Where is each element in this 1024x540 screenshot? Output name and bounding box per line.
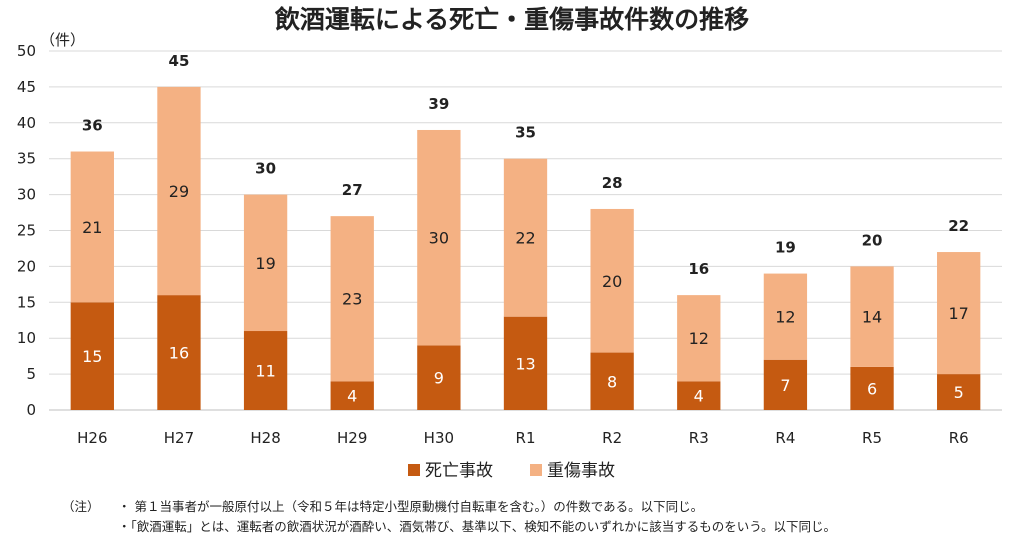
data-label-total: 19 <box>775 239 796 257</box>
bar-segment-serious <box>677 295 721 382</box>
y-tick-label: 30 <box>17 186 36 204</box>
bar-segment-serious <box>763 273 808 360</box>
x-tick-label: H28 <box>250 429 280 447</box>
y-tick-label: 45 <box>17 78 36 96</box>
data-label-total: 30 <box>255 160 276 178</box>
data-label-fatal: 11 <box>255 362 275 381</box>
data-label-fatal: 13 <box>515 354 535 373</box>
bar-segment-fatal <box>677 381 721 410</box>
data-label-fatal: 4 <box>347 387 357 406</box>
data-label-fatal: 5 <box>954 383 964 402</box>
bar-segment-fatal <box>417 345 461 410</box>
data-label-serious: 20 <box>602 272 622 291</box>
data-label-serious: 21 <box>82 218 102 237</box>
y-tick-label: 40 <box>17 114 36 132</box>
bar-segment-serious <box>243 194 288 332</box>
data-label-fatal: 4 <box>694 387 704 406</box>
x-tick-label: R1 <box>516 429 536 447</box>
bar-segment-fatal <box>157 295 201 410</box>
y-tick-label: 50 <box>17 42 36 60</box>
data-label-serious: 12 <box>689 329 709 348</box>
bar-segment-fatal <box>590 352 634 410</box>
bar-segment-fatal <box>70 302 114 410</box>
legend-item-fatal: 死亡事故 <box>408 461 493 481</box>
chart-title: 飲酒運転による死亡・重傷事故件数の推移 <box>274 5 749 34</box>
legend-item-serious: 重傷事故 <box>530 461 615 481</box>
bar-segment-serious <box>70 151 114 303</box>
legend-swatch <box>408 464 420 476</box>
legend: 死亡事故 重傷事故 <box>408 461 615 481</box>
bar-segment-serious <box>157 86 201 296</box>
data-label-fatal: 6 <box>867 379 877 398</box>
data-label-total: 20 <box>862 231 883 249</box>
stacked-bar-chart: 飲酒運転による死亡・重傷事故件数の推移 （件） 0510152025303540… <box>17 5 1002 481</box>
bar-segment-fatal <box>937 374 981 410</box>
data-label-serious: 19 <box>255 254 275 273</box>
note-line-2: ・「飲酒運転」とは、運転者の飲酒状況が酒酔い、酒気帯び、基準以下、検知不能のいず… <box>118 519 837 534</box>
bar-segment-serious <box>417 129 461 346</box>
notes-prefix: （注） <box>62 499 100 514</box>
bars: 1521361629451119304232793039132235820284… <box>70 52 981 410</box>
bar-segment-serious <box>330 216 374 382</box>
data-label-total: 16 <box>688 260 709 278</box>
data-label-total: 27 <box>342 181 363 199</box>
y-axis-ticks: 0 5 10 15 20 25 30 35 40 45 50 <box>17 42 36 419</box>
data-label-serious: 30 <box>429 229 449 248</box>
y-tick-label: 5 <box>26 365 36 383</box>
data-label-serious: 17 <box>949 304 969 323</box>
x-tick-label: R4 <box>775 429 795 447</box>
x-tick-label: H30 <box>424 429 454 447</box>
x-tick-label: H27 <box>164 429 194 447</box>
bar-segment-serious <box>937 252 981 375</box>
y-tick-label: 25 <box>17 222 36 240</box>
data-label-total: 36 <box>82 117 103 135</box>
y-tick-label: 20 <box>17 257 36 275</box>
bar-segment-serious <box>503 158 548 317</box>
x-tick-label: R3 <box>689 429 709 447</box>
data-label-fatal: 9 <box>434 369 444 388</box>
y-tick-label: 0 <box>26 401 36 419</box>
data-label-fatal: 8 <box>607 372 617 391</box>
legend-label: 重傷事故 <box>547 461 615 481</box>
legend-label: 死亡事故 <box>425 461 493 481</box>
note-line-1: ・ 第１当事者が一般原付以上（令和５年は特定小型原動機付自転車を含む。）の件数で… <box>118 499 704 514</box>
data-label-serious: 29 <box>169 182 189 201</box>
data-label-fatal: 7 <box>780 376 790 395</box>
x-tick-label: H26 <box>77 429 107 447</box>
data-label-fatal: 16 <box>169 344 189 363</box>
data-label-serious: 23 <box>342 290 362 309</box>
data-label-total: 45 <box>169 52 190 70</box>
data-label-total: 22 <box>948 217 969 235</box>
data-label-serious: 12 <box>775 308 795 327</box>
bar-segment-serious <box>850 266 894 367</box>
y-tick-label: 15 <box>17 293 36 311</box>
data-label-serious: 14 <box>862 308 882 327</box>
bar-segment-serious <box>590 208 634 353</box>
legend-swatch <box>530 464 542 476</box>
x-tick-label: H29 <box>337 429 367 447</box>
y-axis-unit-label: （件） <box>40 31 85 49</box>
bar-segment-fatal <box>763 359 808 410</box>
y-tick-label: 10 <box>17 329 36 347</box>
data-label-total: 35 <box>515 124 536 142</box>
data-label-total: 39 <box>428 95 449 113</box>
bar-segment-fatal <box>330 381 374 410</box>
x-tick-label: R6 <box>949 429 969 447</box>
x-axis-labels: H26 H27 H28 H29 H30 R1 R2 R3 R4 R5 R6 <box>77 429 969 447</box>
bar-segment-fatal <box>503 316 548 410</box>
data-label-total: 28 <box>602 174 623 192</box>
bar-segment-fatal <box>243 331 288 410</box>
data-label-fatal: 15 <box>82 347 102 366</box>
x-tick-label: R2 <box>602 429 622 447</box>
bar-segment-fatal <box>850 366 894 410</box>
x-tick-label: R5 <box>862 429 882 447</box>
data-label-serious: 22 <box>515 229 535 248</box>
y-tick-label: 35 <box>17 150 36 168</box>
